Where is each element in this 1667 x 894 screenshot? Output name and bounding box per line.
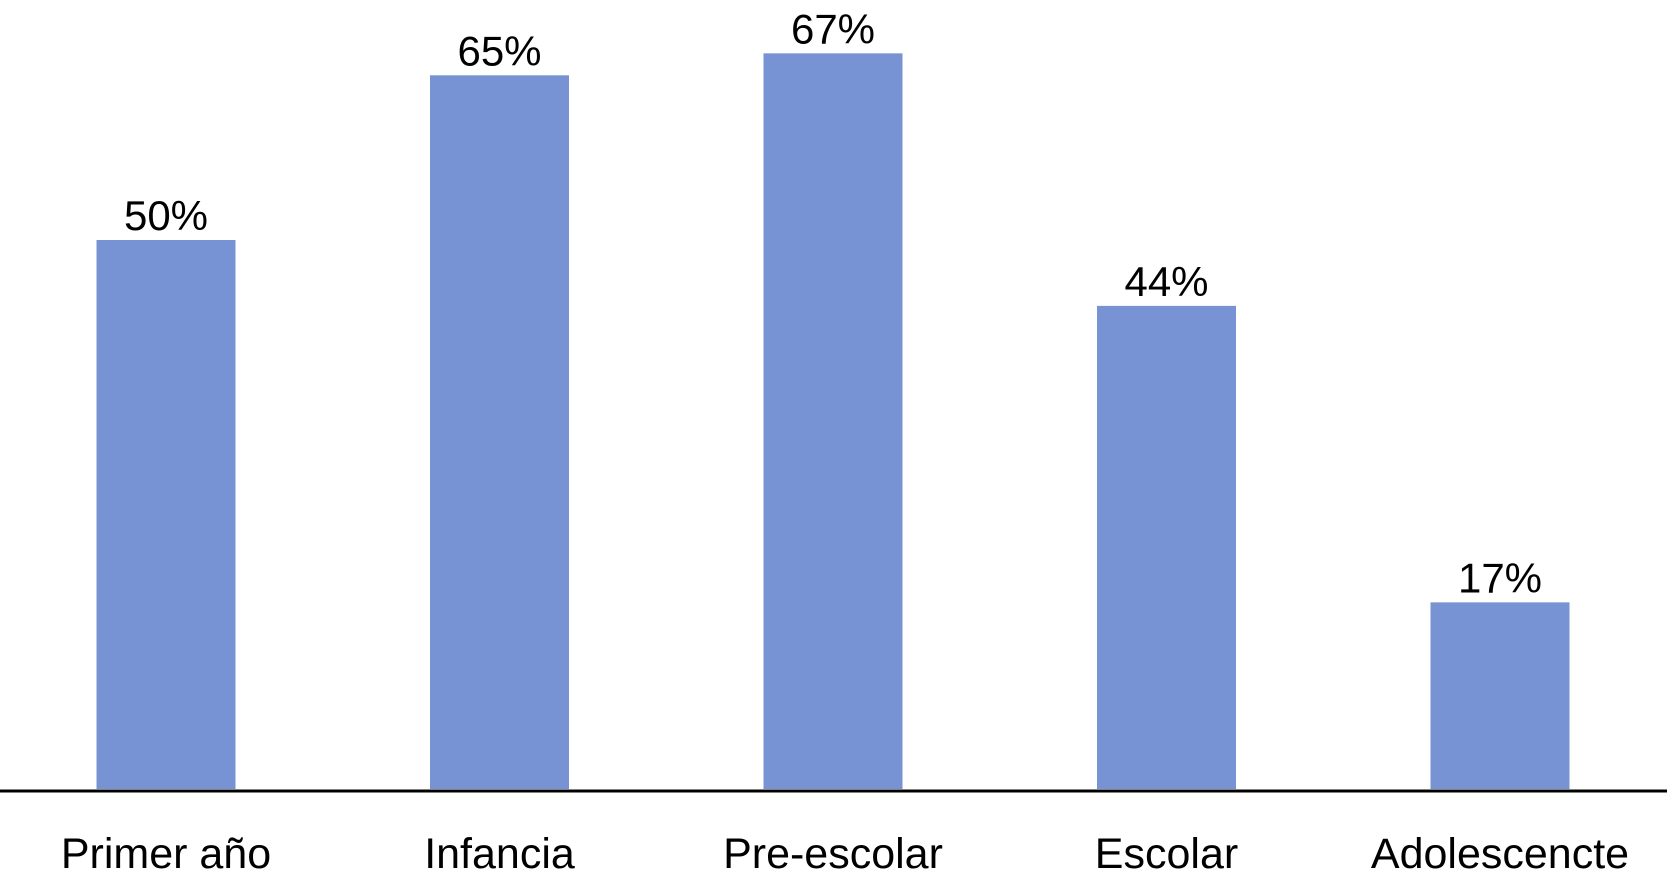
bar [763,53,903,789]
value-label: 50% [124,192,208,239]
value-label: 17% [1458,554,1542,601]
x-tick-label: Adolescencte [1371,830,1629,878]
value-label: 44% [1124,258,1208,305]
x-tick-label: Infancia [424,830,575,878]
x-tick-label: Pre-escolar [723,830,943,878]
bar [1430,602,1570,789]
bar [1097,305,1236,789]
x-tick-label: Escolar [1095,830,1238,878]
x-tick-label: Primer año [61,830,271,878]
value-label: 65% [457,27,541,74]
value-label: 67% [791,5,875,52]
bar [430,75,569,790]
bar [96,240,236,789]
